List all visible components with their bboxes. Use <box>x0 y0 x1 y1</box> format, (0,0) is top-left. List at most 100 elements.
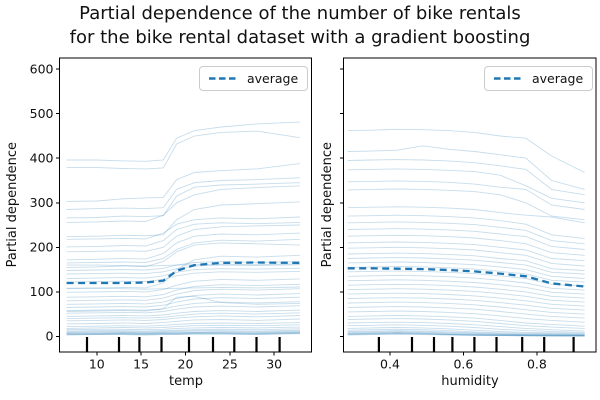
ice-line <box>347 274 585 291</box>
ice-line <box>66 305 301 314</box>
ice-line <box>66 278 301 293</box>
ice-line <box>347 331 585 336</box>
ice-line <box>347 327 585 334</box>
ice-line <box>347 252 585 271</box>
x-tick-label: 0.4 <box>380 357 400 372</box>
ice-line <box>66 267 301 279</box>
chart-title-line-1: Partial dependence of the number of bike… <box>79 3 521 24</box>
ice-line <box>66 163 301 202</box>
ice-line <box>66 270 301 283</box>
legend-label: average <box>247 71 299 86</box>
ice-line <box>347 214 585 239</box>
y-tick-label: 400 <box>30 151 54 166</box>
ice-line <box>66 232 301 261</box>
ice-line <box>347 266 585 283</box>
ylabel-left-text: Partial dependence <box>4 142 20 268</box>
ice-line <box>347 168 585 204</box>
ice-line <box>347 283 585 299</box>
ice-line <box>347 221 585 245</box>
ice-line <box>347 332 585 337</box>
ice-line <box>347 180 585 210</box>
ice-line <box>66 242 301 268</box>
ice-line <box>66 326 301 331</box>
ice-line <box>66 130 301 170</box>
ylabel-right-plot: Partial dependence <box>318 58 336 352</box>
y-tick-label: 600 <box>30 61 54 76</box>
ice-line <box>347 145 585 190</box>
ice-line <box>347 234 585 256</box>
y-tick-label: 100 <box>30 284 54 299</box>
x-tick-label: 20 <box>178 357 194 372</box>
ice-line <box>66 301 301 312</box>
ice-line <box>66 318 301 325</box>
ice-line <box>66 182 301 219</box>
subplot-humidity: 0.4 0.6 0.8 <box>340 57 597 372</box>
legend-right: average <box>484 66 594 91</box>
ice-line <box>347 333 585 337</box>
ice-line <box>347 297 585 311</box>
ice-line <box>347 315 585 327</box>
ice-line <box>66 201 301 238</box>
x-tick-label: 10 <box>89 357 105 372</box>
ice-line <box>347 128 585 173</box>
y-tick-label: 300 <box>30 195 54 210</box>
ice-line <box>66 324 301 329</box>
legend-label: average <box>532 71 584 86</box>
ice-line <box>347 206 585 224</box>
ylabel-left-plot: Partial dependence <box>3 58 21 352</box>
ice-line <box>66 312 301 320</box>
ice-line <box>347 270 585 287</box>
ice-line <box>347 330 585 336</box>
axes-box <box>343 57 597 353</box>
ice-line <box>347 301 585 315</box>
ice-line <box>347 257 585 275</box>
ice-line <box>347 306 585 319</box>
ice-line <box>66 264 301 275</box>
ice-line <box>66 263 301 267</box>
ice-line <box>66 332 301 336</box>
ice-line <box>66 216 301 240</box>
y-tick-label: 200 <box>30 240 54 255</box>
ice-line <box>66 329 301 333</box>
ice-line <box>66 185 301 223</box>
ice-line <box>66 288 301 302</box>
xlabel-humidity: humidity <box>441 374 499 389</box>
x-tick-label: 30 <box>266 357 282 372</box>
legend-dash-icon <box>209 77 239 80</box>
ice-line <box>66 238 301 264</box>
chart-title: Partial dependence of the number of bike… <box>0 2 600 50</box>
ice-line <box>66 333 301 336</box>
xlabel-temp: temp <box>168 374 203 389</box>
ice-line <box>66 121 301 162</box>
ice-line <box>347 332 585 336</box>
ice-line <box>66 322 301 328</box>
ice-line <box>347 318 585 329</box>
ice-line <box>347 324 585 333</box>
legend-dash-icon <box>494 77 524 80</box>
ice-line <box>347 328 585 335</box>
ice-line <box>347 159 585 196</box>
chart-title-line-2: for the bike rental dataset with a gradi… <box>69 27 531 48</box>
ice-line <box>347 292 585 307</box>
ice-line <box>66 328 301 332</box>
ice-line <box>347 246 585 267</box>
ice-line <box>66 331 301 334</box>
ice-line <box>66 330 301 334</box>
ice-line <box>347 228 585 250</box>
x-tick-label: 25 <box>222 357 238 372</box>
ice-line <box>66 331 301 335</box>
ice-line <box>347 279 585 295</box>
legend-left: average <box>199 66 309 91</box>
ylabel-right-text: Partial dependence <box>319 142 335 268</box>
ice-line <box>66 177 301 210</box>
ice-line <box>66 295 301 312</box>
x-tick-label: 15 <box>133 357 149 372</box>
ice-line <box>347 331 585 336</box>
ice-line <box>66 315 301 322</box>
ice-line <box>347 321 585 332</box>
ice-line <box>66 293 301 305</box>
ice-line <box>66 296 301 308</box>
